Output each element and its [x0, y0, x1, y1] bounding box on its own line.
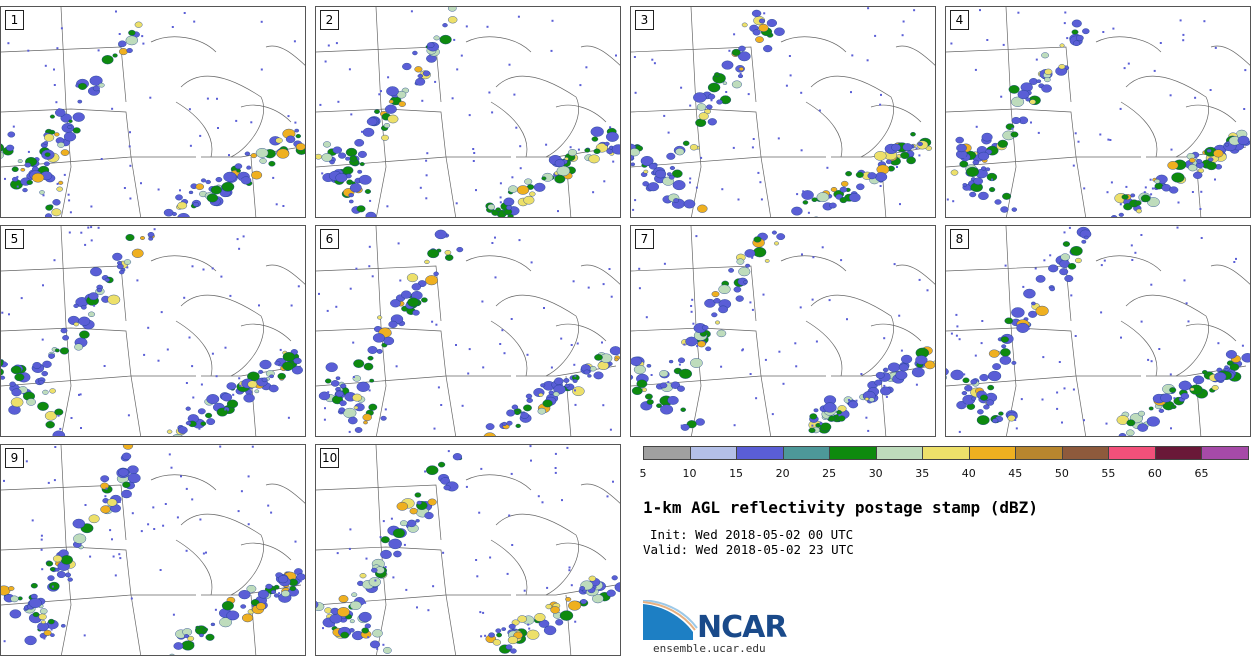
forecast-panel: 1 — [0, 6, 306, 218]
forecast-panel: 5 — [0, 225, 306, 437]
colorbar-tick-label: 5 — [639, 467, 647, 480]
panel-number: 2 — [320, 10, 339, 30]
colorbar-segment — [1061, 446, 1110, 460]
chart-title: 1-km AGL reflectivity postage stamp (dBZ… — [643, 498, 1038, 517]
forecast-panel: 10 — [315, 444, 621, 656]
forecast-panel: 9 — [0, 444, 306, 656]
valid-time: Valid: Wed 2018-05-02 23 UTC — [643, 542, 854, 557]
reflectivity-colorbar — [643, 446, 1249, 462]
colorbar-segment — [922, 446, 970, 460]
panel-number: 10 — [320, 448, 340, 468]
panel-number: 3 — [635, 10, 654, 30]
panel-number: 8 — [950, 229, 969, 249]
colorbar-tick-label: 50 — [1054, 467, 1069, 480]
panel-number: 1 — [5, 10, 24, 30]
colorbar-tick-label: 35 — [915, 467, 930, 480]
colorbar-tick-label: 30 — [868, 467, 883, 480]
colorbar-segment — [1201, 446, 1249, 460]
colorbar-tick-label: 60 — [1147, 467, 1162, 480]
colorbar-tick-label: 10 — [682, 467, 697, 480]
init-time: Init: Wed 2018-05-02 00 UTC — [650, 527, 854, 542]
panel-number: 6 — [320, 229, 339, 249]
forecast-panel: 4 — [945, 6, 1251, 218]
colorbar-segment — [968, 446, 1017, 460]
panel-number: 7 — [635, 229, 654, 249]
colorbar-segment — [1108, 446, 1156, 460]
panel-number: 4 — [950, 10, 969, 30]
colorbar-segment — [643, 446, 691, 460]
colorbar-segment — [875, 446, 924, 460]
panel-number: 5 — [5, 229, 24, 249]
colorbar-segment — [829, 446, 877, 460]
colorbar-segment — [736, 446, 784, 460]
ncar-logo-icon — [643, 600, 698, 640]
forecast-panel: 3 — [630, 6, 936, 218]
forecast-panel: 2 — [315, 6, 621, 218]
forecast-panel: 6 — [315, 225, 621, 437]
colorbar-tick-label: 65 — [1194, 467, 1209, 480]
colorbar-tick-label: 15 — [729, 467, 744, 480]
colorbar-segment — [689, 446, 738, 460]
panel-number: 9 — [5, 448, 24, 468]
colorbar-tick-label: 55 — [1101, 467, 1116, 480]
colorbar-tick-label: 20 — [775, 467, 790, 480]
colorbar-tick-label: 45 — [1008, 467, 1023, 480]
colorbar-tick-label: 40 — [961, 467, 976, 480]
ncar-logo-text: NCAR — [697, 610, 787, 645]
colorbar-segment — [782, 446, 831, 460]
colorbar-tick-label: 25 — [822, 467, 837, 480]
source-url: ensemble.ucar.edu — [653, 642, 766, 655]
forecast-panel: 7 — [630, 225, 936, 437]
colorbar-segment — [1154, 446, 1203, 460]
colorbar-segment — [1015, 446, 1063, 460]
forecast-panel: 8 — [945, 225, 1251, 437]
